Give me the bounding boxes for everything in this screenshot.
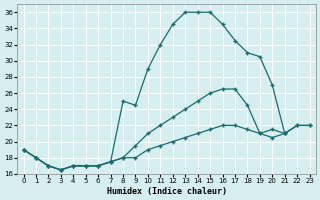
X-axis label: Humidex (Indice chaleur): Humidex (Indice chaleur) xyxy=(107,187,227,196)
